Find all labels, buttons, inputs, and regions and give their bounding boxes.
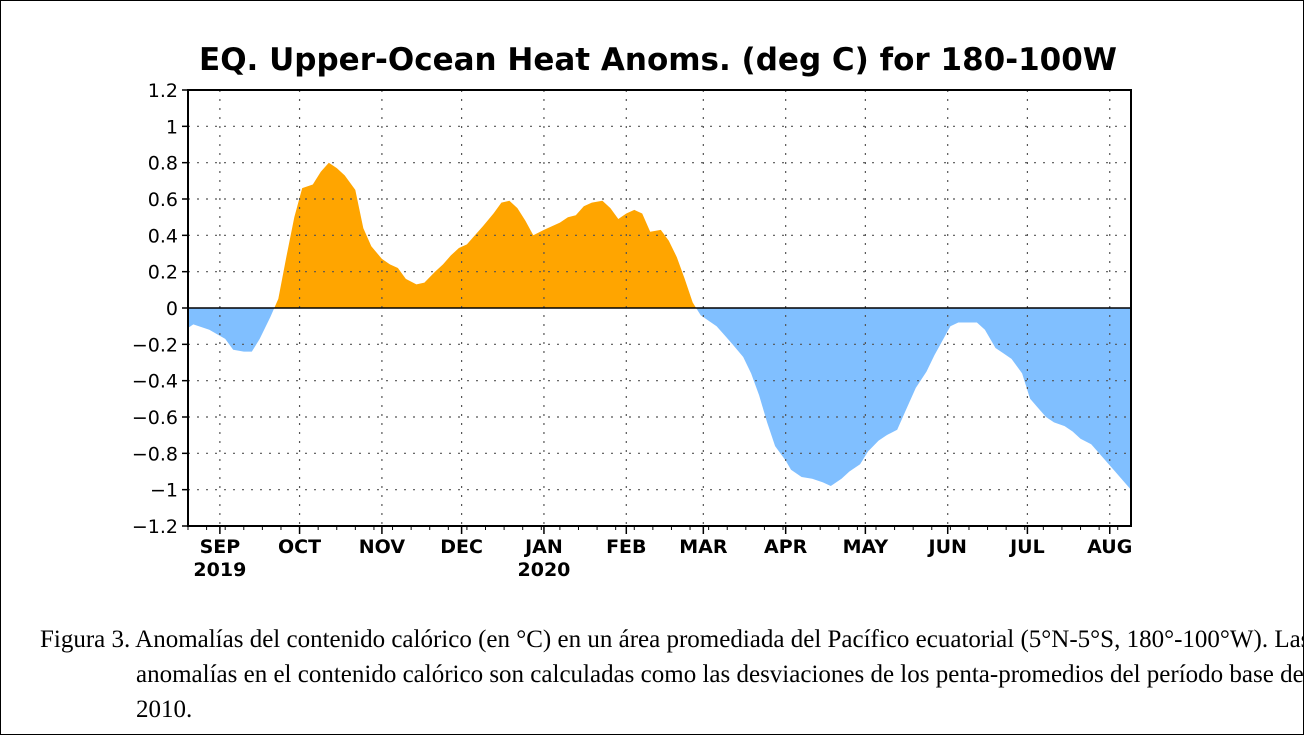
y-tick-label: −0.6: [132, 407, 178, 429]
x-tick-label: MAY: [843, 536, 889, 558]
negative-anomaly-area: [188, 308, 1131, 490]
figure-caption: Figura 3. Anomalías del contenido calóri…: [40, 626, 1304, 723]
x-tick-label: FEB: [606, 536, 646, 558]
x-tick-label: JUL: [1008, 536, 1045, 558]
x-tick-year-label: 2019: [193, 559, 246, 581]
x-tick-label: JAN: [523, 536, 563, 558]
y-tick-label: 0.4: [148, 225, 178, 247]
y-tick-label: 1.2: [148, 80, 178, 102]
x-tick-label: MAR: [679, 536, 728, 558]
y-tick-label: 0: [166, 298, 178, 320]
x-tick-label: SEP: [200, 536, 241, 558]
y-tick-label: −1: [150, 480, 178, 502]
chart-title: EQ. Upper-Ocean Heat Anoms. (deg C) for …: [199, 42, 1117, 78]
y-tick-label: 1: [166, 116, 178, 138]
x-tick-label: OCT: [278, 536, 321, 558]
y-tick-label: −0.2: [132, 334, 178, 356]
positive-anomaly-area: [188, 162, 1131, 308]
x-tick-year-label: 2020: [518, 559, 571, 581]
x-tick-label: NOV: [359, 536, 406, 558]
x-tick-label: AUG: [1087, 536, 1132, 558]
x-tick-label: JUN: [927, 536, 967, 558]
y-tick-label: −0.4: [132, 371, 178, 393]
heat-anomaly-chart: EQ. Upper-Ocean Heat Anoms. (deg C) for …: [132, 42, 1132, 581]
y-tick-label: 0.2: [148, 262, 178, 284]
y-tick-label: −1.2: [132, 516, 178, 538]
y-tick-label: −0.8: [132, 443, 178, 465]
y-tick-label: 0.8: [148, 153, 178, 175]
y-tick-label: 0.6: [148, 189, 178, 211]
x-tick-label: DEC: [440, 536, 483, 558]
x-tick-label: APR: [764, 536, 808, 558]
